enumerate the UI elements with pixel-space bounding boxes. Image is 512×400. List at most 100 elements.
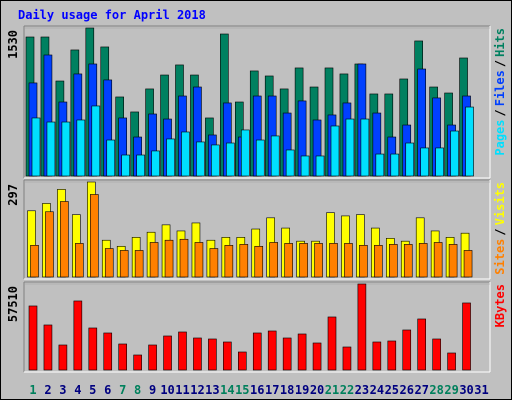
x-tick-label: 12 [190,383,204,397]
bar [208,338,217,371]
bar [345,118,355,177]
bar [314,243,323,278]
bar [448,244,458,278]
legend: Sites / Visits [493,182,507,275]
legend-entry: Visits [493,182,507,225]
bar [388,244,398,278]
bar [405,142,415,177]
bar [450,130,459,177]
legend-entry: Pages [493,120,507,156]
bar [75,243,84,278]
bar [252,332,262,371]
legend-separator: / [493,109,507,116]
bar [76,119,86,177]
bar [104,248,114,278]
bar [372,341,382,371]
bar [447,352,456,371]
bar [270,135,280,177]
bar [88,327,98,371]
bar [166,138,175,177]
x-tick-label: 5 [89,383,96,397]
bar [30,245,39,278]
bar [420,147,430,177]
x-tick-label: 17 [265,383,279,397]
bar [463,250,473,278]
bar [375,153,385,177]
legend-separator: / [493,60,507,67]
x-tick-label: 8 [134,383,141,397]
x-tick-label: 23 [355,383,369,397]
x-tick-label: 1 [29,383,36,397]
bar [45,211,54,278]
bar [134,250,144,278]
bar [119,250,129,278]
bar [238,351,247,371]
bar [255,139,265,177]
bar [148,344,157,371]
bar [28,305,38,371]
x-tick-label: 22 [340,383,354,397]
bar [418,243,428,278]
x-tick-label: 26 [400,383,414,397]
x-tick-label: 7 [119,383,126,397]
bar [432,338,441,371]
bar [312,342,322,371]
bar [297,333,307,371]
y-tick-label: 297 [6,184,20,206]
x-tick-label: 21 [325,383,339,397]
x-tick-label: 20 [310,383,324,397]
x-tick-label: 19 [295,383,309,397]
x-tick-label: 25 [385,383,399,397]
x-tick-label: 4 [74,383,81,397]
bar [209,248,219,278]
bar [387,340,397,371]
bar [133,354,142,371]
bar [193,337,202,371]
bar [149,242,159,278]
x-tick-label: 27 [414,383,428,397]
bar [267,330,277,371]
legend-entry: Sites [493,239,507,275]
legend: Pages / Files / Hits [493,28,507,156]
legend-entry: Hits [493,28,507,57]
x-tick-label: 18 [280,383,294,397]
bar [223,341,232,371]
x-tick-label: 3 [59,383,66,397]
bar [121,154,130,177]
x-tick-label: 2 [44,383,51,397]
bar [315,155,325,177]
bar [417,318,427,371]
x-tick-label: 10 [160,383,174,397]
x-tick-label: 11 [175,383,189,397]
bar [43,324,53,371]
bar [61,121,71,177]
x-tick-label: 30 [459,383,473,397]
x-tick-label: 28 [429,383,443,397]
x-tick-label: 13 [205,383,219,397]
chart-title: Daily usage for April 2018 [18,8,206,22]
bar [342,346,352,371]
x-tick-label: 24 [370,383,384,397]
bar [46,121,56,177]
legend: KBytes [493,284,507,327]
bar [435,147,444,177]
bar [254,245,264,278]
bar [344,243,353,278]
bar [211,144,220,177]
bar [163,335,172,371]
bar [359,245,368,278]
bar [58,344,68,371]
bar [374,245,383,278]
bar [118,343,127,371]
y-tick-label: 57510 [6,286,20,322]
bar [330,125,340,177]
bar [329,243,338,278]
bar [196,141,205,177]
bar [357,283,367,371]
bar [433,242,443,278]
bar [103,332,113,371]
bar [226,142,235,177]
bar [60,201,69,278]
x-tick-label: 6 [104,383,111,397]
